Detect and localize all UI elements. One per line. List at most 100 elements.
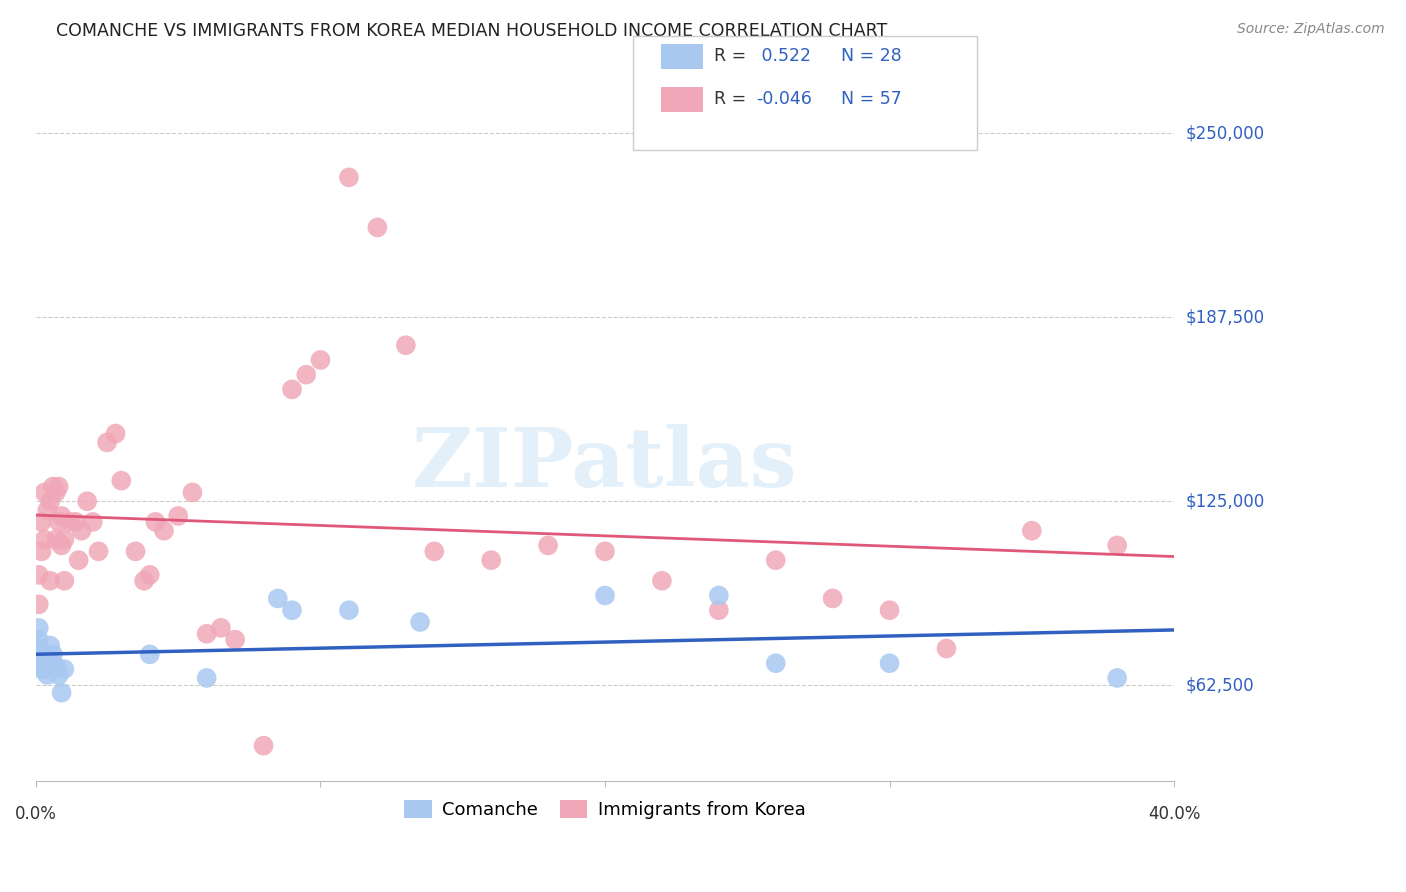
Point [295, 368, 318, 382]
Text: COMANCHE VS IMMIGRANTS FROM KOREA MEDIAN HOUSEHOLD INCOME CORRELATION CHART: COMANCHE VS IMMIGRANTS FROM KOREA MEDIAN… [56, 22, 887, 40]
Point [48, 668, 70, 682]
Point [45, 533, 67, 547]
Point [39, 639, 62, 653]
Point [34, 533, 56, 547]
Point [409, 615, 432, 629]
Point [366, 220, 388, 235]
Point [42, 479, 65, 493]
Point [28, 567, 51, 582]
Point [82, 515, 104, 529]
Point [65, 515, 87, 529]
Point [153, 524, 176, 538]
Point [31, 515, 53, 529]
Text: Source: ZipAtlas.com: Source: ZipAtlas.com [1237, 22, 1385, 37]
Text: N = 57: N = 57 [841, 90, 901, 108]
Point [53, 662, 76, 676]
Text: $250,000: $250,000 [1185, 124, 1264, 142]
Point [537, 538, 560, 552]
Point [37, 503, 59, 517]
Point [1107, 671, 1129, 685]
Point [53, 574, 76, 588]
Point [337, 603, 360, 617]
Point [395, 338, 418, 352]
Point [45, 485, 67, 500]
Point [31, 662, 53, 676]
Point [181, 485, 204, 500]
Text: 0.0%: 0.0% [15, 805, 56, 822]
Point [195, 627, 218, 641]
Point [209, 621, 232, 635]
Point [76, 494, 98, 508]
Point [935, 641, 957, 656]
Point [707, 589, 730, 603]
Legend: Comanche, Immigrants from Korea: Comanche, Immigrants from Korea [398, 792, 813, 826]
Point [51, 686, 73, 700]
Text: ZIPatlas: ZIPatlas [412, 424, 797, 504]
Point [28, 641, 51, 656]
Point [39, 574, 62, 588]
Point [707, 603, 730, 617]
Text: -0.046: -0.046 [756, 90, 813, 108]
Point [651, 574, 673, 588]
Point [51, 508, 73, 523]
Point [51, 538, 73, 552]
Text: 0.522: 0.522 [756, 47, 811, 65]
Text: R =: R = [714, 47, 747, 65]
Point [28, 597, 51, 611]
Point [70, 524, 93, 538]
Point [37, 668, 59, 682]
Point [821, 591, 844, 606]
Point [281, 383, 304, 397]
Point [139, 567, 162, 582]
Point [1021, 524, 1043, 538]
Point [879, 603, 901, 617]
Point [67, 553, 90, 567]
Point [42, 648, 65, 662]
Point [31, 648, 53, 662]
Point [267, 591, 290, 606]
Point [252, 739, 274, 753]
Text: $187,500: $187,500 [1185, 309, 1264, 326]
Point [34, 485, 56, 500]
Point [48, 479, 70, 493]
Point [34, 650, 56, 665]
Point [423, 544, 446, 558]
Point [34, 662, 56, 676]
Point [59, 515, 82, 529]
Point [593, 544, 616, 558]
Point [31, 657, 53, 671]
Point [167, 508, 190, 523]
Point [132, 574, 155, 588]
Point [879, 657, 901, 671]
Text: $62,500: $62,500 [1185, 676, 1254, 694]
Text: 40.0%: 40.0% [1147, 805, 1201, 822]
Point [479, 553, 502, 567]
Point [337, 170, 360, 185]
Point [39, 494, 62, 508]
Point [281, 603, 304, 617]
Point [593, 589, 616, 603]
Text: $125,000: $125,000 [1185, 492, 1264, 510]
Point [195, 671, 218, 685]
Point [31, 544, 53, 558]
Point [309, 353, 332, 368]
Point [96, 435, 118, 450]
Point [1107, 538, 1129, 552]
Point [28, 621, 51, 635]
Point [224, 632, 246, 647]
Point [104, 426, 127, 441]
Text: N = 28: N = 28 [841, 47, 901, 65]
Point [87, 544, 110, 558]
Point [765, 657, 787, 671]
Point [124, 544, 146, 558]
Point [110, 474, 132, 488]
Point [37, 657, 59, 671]
Text: R =: R = [714, 90, 747, 108]
Point [765, 553, 787, 567]
Point [48, 515, 70, 529]
Point [139, 648, 162, 662]
Point [45, 659, 67, 673]
Point [145, 515, 167, 529]
Point [53, 533, 76, 547]
Point [28, 632, 51, 647]
